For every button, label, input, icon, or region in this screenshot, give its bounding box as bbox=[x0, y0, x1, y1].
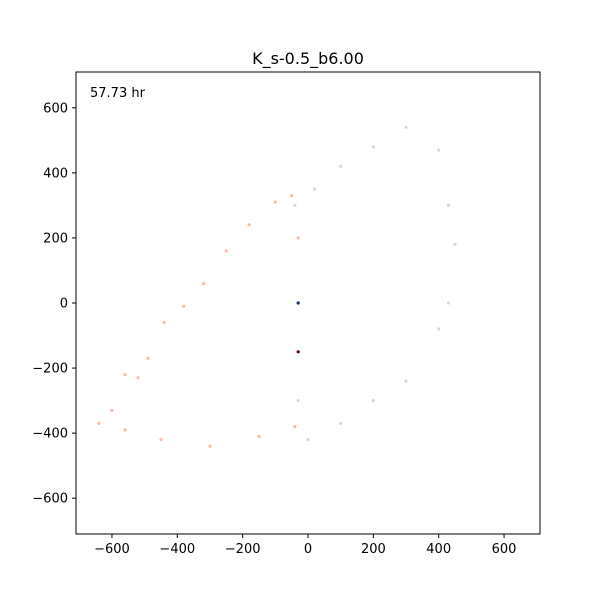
data-point bbox=[97, 421, 101, 425]
data-point bbox=[136, 376, 140, 380]
data-point bbox=[224, 249, 228, 253]
x-axis: −600 −400 −200 0 200 400 600 bbox=[94, 534, 516, 557]
data-point bbox=[159, 438, 163, 442]
data-point bbox=[453, 242, 457, 246]
data-point bbox=[182, 304, 186, 308]
data-point bbox=[446, 301, 451, 305]
data-point bbox=[123, 428, 127, 432]
y-tick-label: 600 bbox=[43, 101, 68, 116]
series-1 bbox=[293, 125, 457, 442]
data-point bbox=[437, 327, 441, 331]
data-point bbox=[371, 399, 375, 403]
x-tick-label: 600 bbox=[492, 542, 517, 557]
y-tick-label: −600 bbox=[32, 492, 68, 507]
y-tick-label: 0 bbox=[60, 297, 68, 312]
data-point bbox=[437, 148, 441, 152]
data-point bbox=[146, 356, 150, 360]
data-point bbox=[257, 434, 261, 438]
data-point bbox=[201, 281, 205, 286]
time-annotation: 57.73 hr bbox=[90, 86, 146, 101]
data-point bbox=[123, 373, 127, 377]
data-point bbox=[296, 350, 300, 354]
data-point bbox=[162, 320, 166, 325]
y-tick-label: 200 bbox=[43, 231, 68, 246]
x-tick-label: −600 bbox=[94, 542, 130, 557]
chart-title: K_s-0.5_b6.00 bbox=[252, 49, 364, 69]
y-tick-label: −400 bbox=[32, 427, 68, 442]
x-tick-label: 200 bbox=[361, 542, 386, 557]
data-point bbox=[446, 203, 451, 207]
data-point bbox=[404, 379, 408, 383]
data-point bbox=[296, 399, 300, 403]
data-point bbox=[290, 194, 294, 198]
points-layer bbox=[97, 125, 457, 448]
y-tick-label: −200 bbox=[32, 362, 68, 377]
data-point bbox=[247, 223, 251, 227]
data-point bbox=[306, 438, 310, 442]
data-point bbox=[293, 203, 297, 207]
series-0 bbox=[97, 194, 300, 448]
data-point bbox=[110, 408, 114, 412]
x-tick-label: −200 bbox=[225, 542, 261, 557]
data-point bbox=[296, 301, 300, 305]
data-point bbox=[404, 125, 408, 129]
data-point bbox=[208, 444, 212, 448]
data-point bbox=[339, 164, 343, 168]
x-tick-label: 400 bbox=[426, 542, 451, 557]
x-tick-label: −400 bbox=[159, 542, 195, 557]
data-point bbox=[371, 145, 375, 149]
data-point bbox=[339, 421, 343, 425]
data-point bbox=[296, 236, 300, 240]
y-axis: −600 −400 −200 0 200 400 600 bbox=[32, 101, 76, 507]
data-point bbox=[273, 200, 277, 204]
data-point bbox=[293, 425, 297, 429]
y-tick-label: 400 bbox=[43, 166, 68, 181]
data-point bbox=[312, 187, 317, 191]
x-tick-label: 0 bbox=[304, 542, 312, 557]
